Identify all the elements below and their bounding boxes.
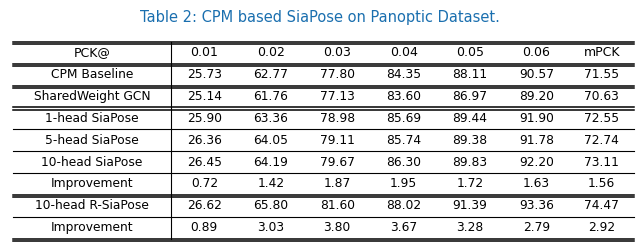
Text: 0.72: 0.72 — [191, 177, 218, 190]
Text: 0.01: 0.01 — [190, 46, 218, 59]
Text: 73.11: 73.11 — [584, 155, 619, 169]
Text: 1-head SiaPose: 1-head SiaPose — [45, 112, 139, 125]
Text: 0.06: 0.06 — [522, 46, 550, 59]
Text: 10-head SiaPose: 10-head SiaPose — [41, 155, 143, 169]
Text: 1.42: 1.42 — [257, 177, 284, 190]
Text: 89.20: 89.20 — [519, 90, 554, 103]
Text: 0.03: 0.03 — [323, 46, 351, 59]
Text: 88.11: 88.11 — [452, 68, 488, 81]
Text: 86.30: 86.30 — [386, 155, 421, 169]
Text: 61.76: 61.76 — [253, 90, 288, 103]
Text: 84.35: 84.35 — [386, 68, 421, 81]
Text: 2.79: 2.79 — [523, 221, 550, 234]
Text: 1.56: 1.56 — [588, 177, 615, 190]
Text: 90.57: 90.57 — [519, 68, 554, 81]
Text: 91.90: 91.90 — [519, 112, 554, 125]
Text: 89.44: 89.44 — [452, 112, 488, 125]
Text: 26.62: 26.62 — [187, 199, 221, 212]
Text: 74.47: 74.47 — [584, 199, 619, 212]
Text: 26.36: 26.36 — [187, 134, 221, 147]
Text: 25.73: 25.73 — [187, 68, 222, 81]
Text: Table 2: CPM based SiaPose on Panoptic Dataset.: Table 2: CPM based SiaPose on Panoptic D… — [140, 10, 500, 25]
Text: 86.97: 86.97 — [452, 90, 488, 103]
Text: 64.19: 64.19 — [253, 155, 288, 169]
Text: mPCK: mPCK — [584, 46, 620, 59]
Text: 85.69: 85.69 — [386, 112, 421, 125]
Text: Improvement: Improvement — [51, 221, 133, 234]
Text: 71.55: 71.55 — [584, 68, 619, 81]
Text: 91.39: 91.39 — [452, 199, 488, 212]
Text: 1.72: 1.72 — [456, 177, 484, 190]
Text: 77.13: 77.13 — [320, 90, 355, 103]
Text: 77.80: 77.80 — [319, 68, 355, 81]
Text: 89.83: 89.83 — [452, 155, 488, 169]
Text: 3.80: 3.80 — [324, 221, 351, 234]
Text: 85.74: 85.74 — [386, 134, 421, 147]
Text: 0.05: 0.05 — [456, 46, 484, 59]
Text: 3.28: 3.28 — [456, 221, 484, 234]
Text: SharedWeight GCN: SharedWeight GCN — [34, 90, 150, 103]
Text: 25.14: 25.14 — [187, 90, 222, 103]
Text: 62.77: 62.77 — [253, 68, 288, 81]
Text: 64.05: 64.05 — [253, 134, 288, 147]
Text: PCK@: PCK@ — [74, 46, 110, 59]
Text: CPM Baseline: CPM Baseline — [51, 68, 133, 81]
Text: 1.87: 1.87 — [324, 177, 351, 190]
Text: 0.04: 0.04 — [390, 46, 417, 59]
Text: 72.74: 72.74 — [584, 134, 619, 147]
Text: 93.36: 93.36 — [519, 199, 554, 212]
Text: 88.02: 88.02 — [386, 199, 421, 212]
Text: 70.63: 70.63 — [584, 90, 619, 103]
Text: 65.80: 65.80 — [253, 199, 288, 212]
Text: 63.36: 63.36 — [253, 112, 288, 125]
Text: 79.11: 79.11 — [320, 134, 355, 147]
Text: 1.95: 1.95 — [390, 177, 417, 190]
Text: 25.90: 25.90 — [187, 112, 222, 125]
Text: 78.98: 78.98 — [319, 112, 355, 125]
Text: 92.20: 92.20 — [519, 155, 554, 169]
Text: 26.45: 26.45 — [187, 155, 222, 169]
Text: 0.89: 0.89 — [191, 221, 218, 234]
Text: 91.78: 91.78 — [519, 134, 554, 147]
Text: 2.92: 2.92 — [588, 221, 615, 234]
Text: 72.55: 72.55 — [584, 112, 619, 125]
Text: 79.67: 79.67 — [320, 155, 355, 169]
Text: 1.63: 1.63 — [523, 177, 550, 190]
Text: 5-head SiaPose: 5-head SiaPose — [45, 134, 139, 147]
Text: 89.38: 89.38 — [452, 134, 488, 147]
Text: 10-head R-SiaPose: 10-head R-SiaPose — [35, 199, 149, 212]
Text: Improvement: Improvement — [51, 177, 133, 190]
Text: 81.60: 81.60 — [319, 199, 355, 212]
Text: 3.03: 3.03 — [257, 221, 284, 234]
Text: 83.60: 83.60 — [386, 90, 421, 103]
Text: 0.02: 0.02 — [257, 46, 285, 59]
Text: 3.67: 3.67 — [390, 221, 417, 234]
